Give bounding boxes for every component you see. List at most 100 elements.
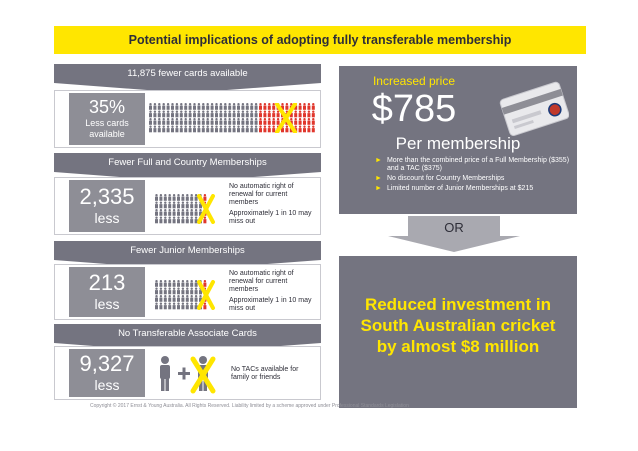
- person-icon: [181, 216, 185, 224]
- person-icon: [155, 209, 158, 216]
- stat-value: 35%: [88, 97, 126, 117]
- people-grid-junior: [155, 280, 217, 315]
- person-icon: [190, 194, 194, 201]
- person-icon: [281, 103, 284, 110]
- person-icon: [181, 295, 185, 302]
- person-icon: [159, 287, 163, 295]
- person-icon: [223, 103, 227, 110]
- person-icon: [210, 110, 214, 118]
- person-icon: [185, 295, 189, 302]
- person-icon: [303, 110, 306, 118]
- person-icon: [215, 125, 218, 133]
- person-icon: [206, 118, 210, 125]
- person-icon: [168, 280, 172, 287]
- person-icon: [175, 103, 179, 110]
- person-icon: [185, 201, 189, 209]
- person-icon: [272, 118, 276, 125]
- person-icon: [168, 295, 172, 302]
- section-header-fewer-cards: 11,875 fewer cards available: [54, 64, 321, 83]
- person-icon: [159, 216, 163, 224]
- person-icon: [185, 280, 189, 287]
- person-icon: [194, 287, 198, 295]
- section-body-fewer-cards: 35% Less cards available: [54, 90, 321, 148]
- person-icon: [153, 118, 157, 125]
- person-icon: [163, 302, 167, 310]
- person-icon: [199, 209, 202, 216]
- person-icon: [193, 103, 196, 110]
- person-icon: [223, 118, 227, 125]
- person-icon: [219, 118, 223, 125]
- person-icon: [190, 295, 194, 302]
- person-icon: [157, 118, 161, 125]
- person-icon: [206, 110, 210, 118]
- person-icon: [276, 118, 280, 125]
- person-icon: [199, 295, 202, 302]
- person-icon: [303, 118, 306, 125]
- person-icon: [175, 125, 179, 133]
- person-icon: [184, 118, 188, 125]
- person-icon: [177, 302, 180, 310]
- note-renewal: No automatic right of renewal for curren…: [229, 270, 294, 293]
- person-icon: [250, 118, 254, 125]
- person-icon: [163, 201, 167, 209]
- person-icon: [245, 118, 249, 125]
- bullet-arrow-icon: ►: [375, 157, 382, 164]
- note-no-tacs: No TACs available for family or friends: [231, 366, 299, 381]
- person-icon: [177, 194, 180, 201]
- person-icon: [294, 110, 298, 118]
- person-icon: [185, 216, 189, 224]
- note-renewal: No automatic right of renewal for curren…: [229, 183, 294, 206]
- person-icon: [201, 125, 205, 133]
- person-icon: [181, 287, 185, 295]
- person-icon: [215, 118, 218, 125]
- person-icon: [228, 118, 232, 125]
- person-icon: [159, 280, 163, 287]
- section-body-full-country: 2,335 less No automatic right of renewal…: [54, 177, 321, 235]
- person-icon: [185, 287, 189, 295]
- price-bullets: ► More than the combined price of a Full…: [375, 157, 571, 193]
- person-icon: [307, 118, 311, 125]
- person-icon: [259, 110, 262, 118]
- person-icon: [194, 280, 198, 287]
- person-icon: [179, 125, 183, 133]
- person-icon: [197, 118, 201, 125]
- person-icon: [155, 216, 158, 224]
- person-icon: [166, 110, 170, 118]
- person-icon: [228, 110, 232, 118]
- person-icon: [307, 110, 311, 118]
- person-icon: [303, 103, 306, 110]
- person-icon: [184, 103, 188, 110]
- person-icon: [172, 201, 176, 209]
- person-icon: [250, 103, 254, 110]
- person-icon: [254, 118, 258, 125]
- bullet-item: ► Limited number of Junior Memberships a…: [375, 185, 534, 192]
- person-icon: [294, 118, 298, 125]
- person-icon: [172, 287, 176, 295]
- person-icon: [162, 110, 166, 118]
- person-icon: [307, 103, 311, 110]
- person-icon: [232, 103, 236, 110]
- person-icon: [254, 103, 258, 110]
- person-icon: [259, 125, 262, 133]
- section-body-tac: 9,327 less No TACs available for family …: [54, 346, 321, 400]
- person-icon: [241, 125, 245, 133]
- person-icon: [190, 216, 194, 224]
- person-icon: [155, 302, 158, 310]
- person-icon: [228, 125, 232, 133]
- person-icon: [171, 103, 174, 110]
- person-icon: [245, 125, 249, 133]
- person-icon: [171, 110, 174, 118]
- person-icon: [210, 118, 214, 125]
- person-icon: [237, 103, 240, 110]
- person-icon: [272, 125, 276, 133]
- person-icon: [185, 194, 189, 201]
- price-per: Per membership: [395, 134, 521, 153]
- person-icon: [149, 125, 152, 133]
- person-icon: [241, 103, 245, 110]
- person-icon: [172, 302, 176, 310]
- person-icon: [188, 103, 192, 110]
- person-icon: [272, 110, 276, 118]
- person-icon: [153, 125, 157, 133]
- person-icon: [219, 110, 223, 118]
- person-icon: [190, 302, 194, 310]
